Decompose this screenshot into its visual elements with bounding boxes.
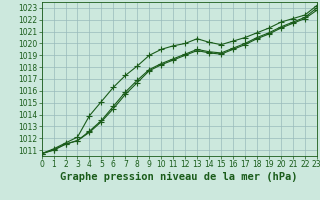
X-axis label: Graphe pression niveau de la mer (hPa): Graphe pression niveau de la mer (hPa) [60, 172, 298, 182]
